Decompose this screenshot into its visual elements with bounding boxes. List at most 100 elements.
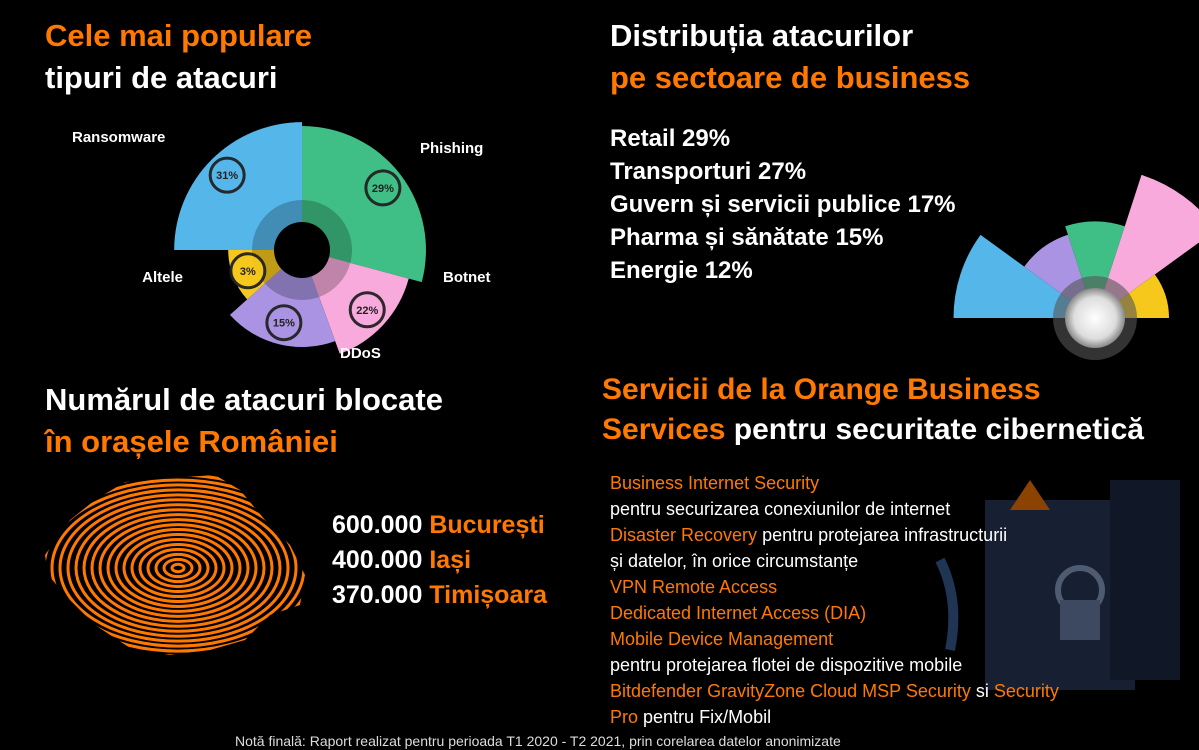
- category-label: Botnet: [443, 269, 491, 286]
- service-description: pentru Fix/Mobil: [643, 707, 772, 727]
- wedge: [1095, 174, 1199, 318]
- service-description: si: [975, 681, 989, 701]
- city: Iași: [429, 546, 472, 574]
- map-ring: [106, 523, 250, 613]
- service-line: pentru protejarea flotei de dispozitive …: [610, 652, 1059, 678]
- value-label: 15%: [273, 318, 295, 330]
- attack-types-chart: 31% Ransomware 29% Phishing 22% Botnet 15% DDoS…: [72, 122, 491, 362]
- map-ring: [98, 518, 258, 618]
- map-ring: [154, 552, 202, 584]
- service-name: Mobile Device Management: [610, 629, 834, 649]
- title: Numărul de atacuri blocate: [45, 382, 443, 417]
- service-name: Bitdefender GravityZone Cloud MSP Securi…: [610, 681, 971, 701]
- map-ring: [138, 542, 218, 594]
- category-label: Phishing: [420, 140, 483, 157]
- legend-entry: Retail 29%: [610, 122, 956, 155]
- service-name: Disaster Recovery: [610, 525, 758, 545]
- category: Energie: [610, 257, 699, 284]
- legend-entry: Guvern și servicii publice 17%: [610, 188, 956, 221]
- map-ring: [170, 562, 186, 574]
- donut-hole: [274, 222, 330, 278]
- wedge: [1065, 221, 1125, 318]
- value-label: 15%: [835, 224, 884, 251]
- service-name: Security: [993, 681, 1059, 701]
- value-label: 12%: [704, 257, 753, 284]
- title: Cele mai populare: [45, 18, 313, 53]
- value-label: 22%: [356, 305, 378, 317]
- value-badge: [229, 252, 267, 290]
- sector-list: Retail 29% Transporturi 27% Guvern și serv…: [610, 122, 956, 287]
- service-line: și datelor, în orice circumstanțe: [610, 548, 1059, 574]
- note: Notă finală: Raport realizat pentru peri…: [235, 733, 841, 749]
- category-label: Ransomware: [72, 129, 165, 146]
- category: Retail: [610, 125, 676, 152]
- count: 600.000: [332, 511, 423, 539]
- value-label: 17%: [907, 191, 956, 218]
- value-label: 27%: [758, 158, 807, 185]
- legend-entry: Energie 12%: [610, 254, 956, 287]
- map-ring: [162, 557, 194, 579]
- city-row: 400.000 Iași: [332, 543, 547, 578]
- services-title: Servicii de la Orange Business Services …: [602, 370, 1162, 450]
- service-name: VPN Remote Access: [610, 577, 778, 597]
- category-label: DDoS: [340, 345, 381, 362]
- map-ring: [45, 478, 305, 655]
- services-list: Business Internet Security pentru securiz…: [610, 470, 1059, 730]
- map-ring: [146, 547, 210, 589]
- legend-entry: Transporturi 27%: [610, 155, 956, 188]
- service-description: pentru protejarea flotei de dispozitive …: [610, 655, 963, 675]
- category-label: Altele: [142, 269, 183, 286]
- map-ring: [90, 513, 266, 623]
- map-ring: [58, 493, 298, 643]
- count: 400.000: [332, 546, 423, 574]
- service-description: și datelor, în orice circumstanțe: [610, 551, 859, 571]
- map-ring: [130, 537, 226, 599]
- value-badge: [208, 156, 246, 194]
- map-ring: [122, 533, 234, 603]
- value-label: 3%: [240, 266, 256, 278]
- category: Transporturi: [610, 158, 752, 185]
- subtitle: tipuri de atacuri: [45, 60, 278, 95]
- sector-chart: [953, 174, 1199, 360]
- title-rest: pentru securitate cibernetică: [733, 413, 1144, 446]
- service-name: Dedicated Internet Access (DIA): [610, 603, 867, 623]
- value-badge: [364, 169, 402, 207]
- map-ring: [66, 498, 290, 638]
- subtitle: pe sectoare de business: [610, 60, 971, 95]
- value-badge: [265, 304, 303, 342]
- legend-entry: Pharma și sănătate 15%: [610, 221, 956, 254]
- title-accent: Servicii de la Orange Business Services: [602, 373, 1041, 446]
- city: București: [429, 511, 545, 539]
- knob: [1065, 288, 1125, 348]
- value-label: 29%: [682, 125, 731, 152]
- service-name: Business Internet Security: [610, 473, 820, 493]
- value-badge: [348, 291, 386, 329]
- city: Timișoara: [429, 581, 547, 609]
- title: Distribuția atacurilor: [610, 18, 914, 53]
- service-description: pentru protejarea infrastructurii: [762, 525, 1008, 545]
- service-line: pentru securizarea conexiunilor de inter…: [610, 496, 1059, 522]
- service-name: Pro: [610, 707, 639, 727]
- map-ring: [114, 528, 242, 608]
- count: 370.000: [332, 581, 423, 609]
- city-row: 600.000 București: [332, 508, 547, 543]
- value-label: 31%: [216, 170, 238, 182]
- subtitle: în orașele României: [45, 424, 338, 459]
- service-line: Pro pentru Fix/Mobil: [610, 704, 1059, 730]
- service-line: VPN Remote Access: [610, 574, 1059, 600]
- map-ring: [74, 503, 282, 633]
- map-ring: [45, 483, 305, 653]
- illustration: [935, 480, 1180, 690]
- service-line: Disaster Recovery pentru protejarea infr…: [610, 522, 1059, 548]
- service-line: Bitdefender GravityZone Cloud MSP Securi…: [610, 678, 1059, 704]
- map-ring: [45, 475, 305, 655]
- service-description: pentru securizarea conexiunilor de inter…: [610, 499, 951, 519]
- map-ring: [82, 508, 274, 628]
- city-row: 370.000 Timișoara: [332, 578, 547, 613]
- value-label: 29%: [372, 183, 394, 195]
- service-line: Mobile Device Management: [610, 626, 1059, 652]
- category: Guvern și servicii publice: [610, 191, 901, 218]
- service-line: Business Internet Security: [610, 470, 1059, 496]
